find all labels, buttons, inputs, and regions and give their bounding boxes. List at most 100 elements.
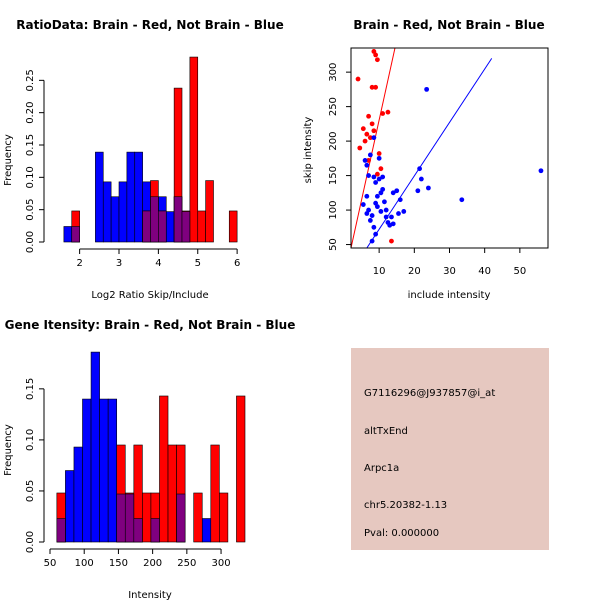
y-tick-label: 0.00	[25, 231, 36, 253]
point-blue	[374, 204, 380, 210]
point-red	[355, 76, 361, 82]
point-red	[380, 111, 386, 116]
bar-red	[197, 210, 206, 243]
probe-id-text: G7116296@J937857@i_at	[364, 388, 495, 399]
x-tick-label: 30	[443, 266, 456, 277]
point-blue	[459, 197, 465, 203]
bar-overlap	[150, 196, 159, 243]
point-blue	[389, 214, 394, 220]
bar-red	[210, 444, 220, 543]
x-tick-label: 2	[76, 258, 82, 269]
point-red	[389, 238, 394, 244]
y-tick-label: 0.20	[25, 102, 36, 124]
point-blue	[374, 193, 380, 199]
x-tick-label: 40	[478, 266, 491, 277]
x-tick-label: 250	[177, 558, 196, 569]
point-blue	[360, 202, 366, 207]
point-blue	[425, 185, 431, 191]
point-red	[360, 126, 366, 132]
bar-overlap	[71, 226, 80, 243]
scatter-points	[355, 49, 544, 244]
point-red	[357, 145, 363, 151]
bar-overlap	[181, 211, 191, 243]
point-red	[366, 158, 371, 163]
ratio-histogram-panel: RatioData: Brain - Red, Not Brain - Blue…	[3, 18, 284, 301]
intensity-y-axis-label: Frequency	[3, 424, 14, 476]
bar-overlap	[158, 210, 167, 243]
point-blue	[373, 180, 379, 185]
point-blue	[371, 174, 377, 180]
bar-red	[193, 492, 203, 543]
x-tick-label: 50	[513, 266, 526, 277]
bar-blue	[95, 151, 104, 243]
scatter-y-axis-label: skip intensity	[303, 117, 314, 184]
point-blue	[390, 190, 396, 196]
bar-red	[219, 492, 229, 543]
fit-line-red	[351, 48, 396, 248]
point-red	[371, 128, 377, 134]
bar-overlap	[173, 196, 183, 243]
point-blue	[382, 199, 387, 205]
point-blue	[380, 174, 386, 180]
point-blue	[380, 186, 386, 192]
bar-blue	[110, 196, 120, 243]
point-blue	[396, 211, 401, 216]
bar-blue	[90, 351, 100, 543]
bar-overlap	[124, 493, 135, 543]
point-blue	[417, 166, 422, 172]
point-blue	[367, 218, 373, 223]
bar-blue	[126, 151, 136, 243]
point-blue	[371, 224, 377, 230]
point-red	[367, 135, 373, 141]
intensity-x-axis: 50 100 150 200 250 300	[44, 548, 231, 569]
point-blue	[383, 214, 389, 220]
y-tick-label: 150	[328, 166, 339, 185]
bar-red	[228, 210, 238, 243]
point-blue	[369, 213, 375, 218]
intensity-histogram-panel: Gene Itensity: Brain - Red, Not Brain - …	[3, 318, 295, 600]
x-tick-label: 4	[155, 258, 161, 269]
intensity-y-axis: 0.00 0.05 0.10 0.15	[25, 378, 45, 553]
point-blue	[401, 209, 407, 214]
point-red	[369, 84, 375, 90]
point-blue	[376, 155, 382, 161]
bar-overlap	[176, 493, 186, 543]
x-tick-label: 20	[408, 266, 421, 277]
bar-blue	[82, 398, 92, 543]
y-tick-label: 0.05	[25, 199, 36, 221]
point-blue	[378, 209, 384, 214]
point-blue	[364, 193, 370, 199]
point-red	[385, 109, 391, 115]
event-type-text: altTxEnd	[364, 426, 408, 437]
point-blue	[366, 173, 371, 178]
x-tick-label: 100	[75, 558, 94, 569]
y-tick-label: 0.10	[25, 429, 36, 451]
bar-overlap	[142, 210, 151, 243]
y-tick-label: 50	[328, 238, 339, 251]
intensity-x-axis-label: Intensity	[128, 590, 172, 600]
ratio-chart-title: RatioData: Brain - Red, Not Brain - Blue	[16, 18, 283, 32]
x-tick-label: 10	[373, 266, 386, 277]
x-tick-label: 5	[195, 258, 201, 269]
point-red	[362, 138, 368, 144]
point-blue	[369, 238, 375, 244]
bar-blue	[65, 470, 75, 543]
x-tick-label: 150	[109, 558, 128, 569]
scatter-plot-panel: Brain - Red, Not Brain - Blue 10 20 30 40 50…	[303, 18, 549, 301]
bar-overlap	[133, 518, 143, 543]
point-blue	[362, 158, 368, 163]
scatter-x-axis: 10 20 30 40 50	[373, 248, 526, 277]
point-red	[366, 113, 371, 119]
x-tick-label: 3	[116, 258, 122, 269]
point-blue	[415, 188, 421, 194]
bar-blue	[63, 226, 73, 243]
bar-blue	[118, 181, 128, 243]
point-red	[369, 121, 375, 127]
bar-red	[167, 444, 177, 543]
bar-blue	[107, 398, 118, 543]
intensity-chart-title: Gene Itensity: Brain - Red, Not Brain - …	[5, 318, 296, 332]
point-red	[374, 57, 380, 63]
bar-red	[236, 395, 246, 543]
point-blue	[373, 231, 379, 237]
